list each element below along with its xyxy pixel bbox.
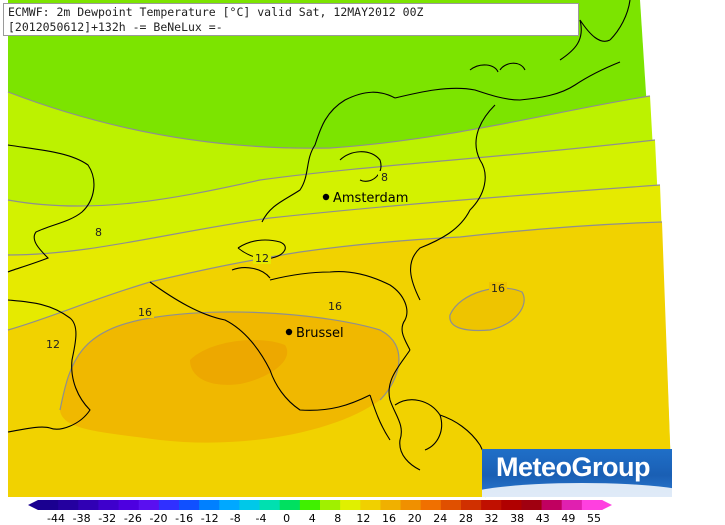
colorbar-tick-label: -16 xyxy=(175,512,194,525)
contour-label: 8 xyxy=(381,171,388,184)
colorbar-max-arrow xyxy=(602,500,612,510)
colorbar-segment xyxy=(58,500,79,510)
colorbar-segment xyxy=(98,500,120,510)
colorbar-tick-label: 20 xyxy=(407,512,422,525)
colorbar-min-arrow xyxy=(28,500,38,510)
contour-label: 16 xyxy=(491,282,505,295)
colorbar-tick-label: -44 xyxy=(47,512,65,525)
amsterdam-label: Amsterdam xyxy=(333,191,408,206)
colorbar-segment xyxy=(219,500,240,510)
colorbar-segment xyxy=(78,500,99,510)
colorbar-segment xyxy=(440,500,462,510)
logo-text: MeteoGroup xyxy=(496,452,651,482)
contour-label: 12 xyxy=(46,338,60,351)
colorbar-segment xyxy=(461,500,482,510)
colorbar-tick-label: -38 xyxy=(72,512,91,525)
meteogroup-logo: MeteoGroup xyxy=(482,449,672,497)
colorbar-segment xyxy=(380,500,402,510)
patch-gold-east xyxy=(449,288,525,331)
contour-label: 16 xyxy=(328,300,342,313)
map-subtitle: [2012050612]+132h -= BeNeLux =- xyxy=(8,20,223,34)
colorbar-segment xyxy=(259,500,281,510)
colorbar-segment xyxy=(340,500,361,510)
brussel-label: Brussel xyxy=(296,326,344,341)
colorbar-tick-label: -26 xyxy=(123,512,142,525)
colorbar-tick-label: -8 xyxy=(229,512,241,525)
colorbar-segment xyxy=(561,500,583,510)
colorbar-segment xyxy=(320,500,341,510)
map-title: ECMWF: 2m Dewpoint Temperature [°C] vali… xyxy=(8,5,424,19)
colorbar-tick-label: 49 xyxy=(561,512,576,525)
amsterdam-marker xyxy=(322,193,330,201)
colorbar-tick-label: 24 xyxy=(433,512,448,525)
colorbar-segment xyxy=(360,500,381,510)
colorbar-tick-label: 4 xyxy=(308,512,316,525)
colorbar xyxy=(28,500,612,510)
colorbar-tick-label: 12 xyxy=(356,512,371,525)
coastlines-borders xyxy=(7,0,631,498)
colorbar-segment xyxy=(501,500,522,510)
colorbar-segment xyxy=(521,500,543,510)
colorbar-tick-label: 32 xyxy=(484,512,499,525)
contour-label: 16 xyxy=(138,306,152,319)
colorbar-tick-label: 28 xyxy=(458,512,473,525)
colorbar-segment xyxy=(38,500,59,510)
contour-lines xyxy=(7,91,663,411)
contour-label: 8 xyxy=(95,226,102,239)
map-title-box: ECMWF: 2m Dewpoint Temperature [°C] vali… xyxy=(3,3,579,36)
colorbar-segment xyxy=(581,500,603,510)
colorbar-segment xyxy=(199,500,220,510)
colorbar-tick-label: 55 xyxy=(587,512,601,525)
brussel-marker xyxy=(285,328,293,336)
colorbar-segment xyxy=(179,500,200,510)
colorbar-tick-label: -32 xyxy=(98,512,117,525)
colorbar-tick-label: -20 xyxy=(149,512,168,525)
colorbar-segment xyxy=(239,500,261,510)
band-orange-dark xyxy=(190,340,288,385)
colorbar-segment xyxy=(420,500,442,510)
colorbar-segment xyxy=(400,500,422,510)
colorbar-segment xyxy=(118,500,140,510)
colorbar-segment xyxy=(279,500,301,510)
colorbar-segment xyxy=(138,500,160,510)
contour-labels: 8 8 12 12 16 16 16 xyxy=(44,171,507,351)
colorbar-segment xyxy=(158,500,180,510)
colorbar-tick-label: -12 xyxy=(200,512,219,525)
colorbar-segment xyxy=(481,500,502,510)
colorbar-tick-label: 38 xyxy=(510,512,525,525)
colorbar-tick-label: 8 xyxy=(334,512,342,525)
colorbar-segment xyxy=(541,500,563,510)
colorbar-tick-labels: -44 -38 -32 -26 -20 -16 -12 -8 -4 0 4 8 12 16 20 24 28 32… xyxy=(0,512,725,525)
colorbar-segment xyxy=(299,500,321,510)
logo-swoosh-icon xyxy=(482,483,672,497)
colorbar-tick-label: -4 xyxy=(255,512,267,525)
colorbar-tick-label: 0 xyxy=(283,512,291,525)
colorbar-tick-label: 43 xyxy=(535,512,550,525)
colorbar-tick-label: 16 xyxy=(382,512,396,525)
contour-label: 12 xyxy=(255,252,269,265)
